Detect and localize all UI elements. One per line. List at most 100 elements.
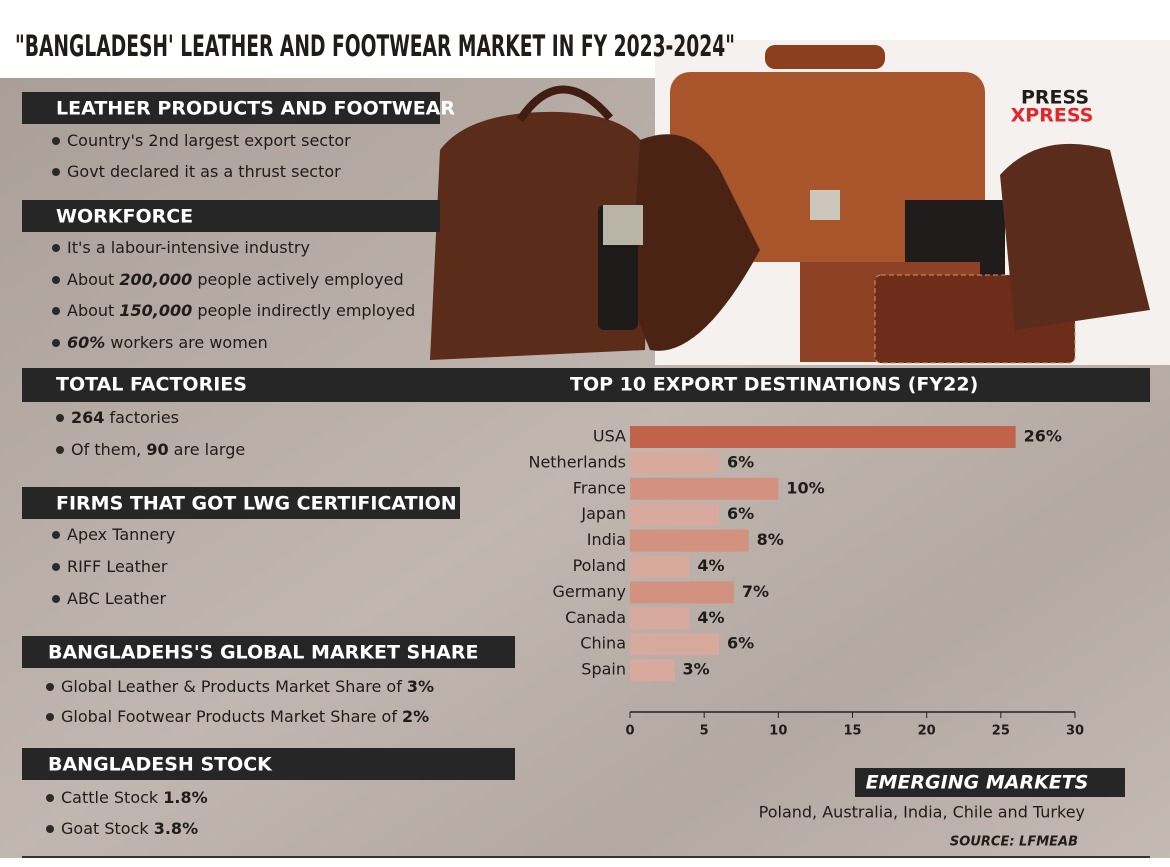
bar	[630, 581, 734, 604]
section-header-bar	[22, 748, 515, 780]
bullet-dot	[52, 595, 60, 603]
section-header-bar	[22, 200, 440, 232]
bar	[630, 555, 690, 578]
bullet-segment: 2%	[402, 707, 429, 726]
page-title: "BANGLADESH' LEATHER AND FOOTWEAR MARKET…	[15, 29, 735, 63]
bullet-segment: 90	[146, 440, 168, 459]
value-label: 6%	[727, 504, 754, 523]
section-heading: WORKFORCE	[56, 206, 193, 228]
bullet-dot	[56, 414, 64, 422]
category-label: China	[580, 634, 626, 653]
x-tick-label: 5	[700, 724, 709, 739]
value-label: 26%	[1024, 427, 1062, 446]
bullet-text: Apex Tannery	[67, 525, 175, 544]
section-header-bar	[22, 487, 460, 519]
bullet-text: 60% workers are women	[67, 333, 268, 352]
bullet-text: About 200,000 people actively employed	[67, 270, 404, 289]
bullet-segment: It's a labour-intensive industry	[67, 238, 310, 257]
value-label: 8%	[757, 530, 784, 549]
x-tick-label: 10	[769, 724, 787, 739]
bullet-segment: Cattle Stock	[61, 788, 163, 807]
bullet-text: Country's 2nd largest export sector	[67, 131, 351, 150]
value-label: 6%	[727, 634, 754, 653]
bullet-dot	[52, 531, 60, 539]
bullet-segment: 60%	[67, 333, 105, 352]
bullet-segment: Country's 2nd largest export sector	[67, 131, 351, 150]
value-label: 6%	[727, 452, 754, 471]
bullet-segment: 150,000	[119, 301, 192, 320]
bar	[630, 607, 690, 630]
bullet-segment: About	[67, 270, 119, 289]
bullet-segment: About	[67, 301, 119, 320]
bullet-segment: 3.8%	[154, 819, 198, 838]
bullet-dot	[52, 339, 60, 347]
bullet-segment: 3%	[407, 677, 434, 696]
bullet-segment: ABC Leather	[67, 589, 166, 608]
bullet-dot	[52, 168, 60, 176]
bullet-segment: factories	[104, 408, 179, 427]
bullet-segment: workers are women	[105, 333, 267, 352]
bar	[630, 503, 719, 526]
category-label: India	[587, 530, 626, 549]
emerging-text: Poland, Australia, India, Chile and Turk…	[759, 803, 1085, 822]
value-label: 4%	[697, 556, 724, 575]
x-tick-label: 25	[992, 724, 1010, 739]
bullet-dot	[52, 563, 60, 571]
bullet-segment: Govt declared it as a thrust sector	[67, 162, 341, 181]
category-label: Poland	[573, 556, 626, 575]
bullet-dot	[52, 276, 60, 284]
bullet-segment: Apex Tannery	[67, 525, 175, 544]
bullet-text: Global Footwear Products Market Share of…	[61, 707, 429, 726]
emerging-header-bar	[855, 768, 1125, 797]
bullet-dot	[52, 244, 60, 252]
bullet-dot	[46, 713, 54, 721]
logo-top: PRESS	[1021, 87, 1089, 109]
x-tick-label: 30	[1066, 724, 1084, 739]
value-label: 7%	[742, 582, 769, 601]
bullet-segment: Of them,	[71, 440, 146, 459]
x-tick-label: 20	[918, 724, 936, 739]
band-header	[22, 368, 1150, 402]
bullet-text: 264 factories	[71, 408, 179, 427]
bullet-dot	[52, 137, 60, 145]
value-label: 3%	[683, 660, 710, 679]
bullet-text: ABC Leather	[67, 589, 166, 608]
category-label: Germany	[552, 582, 626, 601]
section-heading: BANGLADEHS'S GLOBAL MARKET SHARE	[48, 642, 478, 664]
chart-title: TOP 10 EXPORT DESTINATIONS (FY22)	[570, 374, 978, 396]
bullet-segment: Global Footwear Products Market Share of	[61, 707, 402, 726]
bar	[630, 451, 719, 474]
bullet-segment: are large	[169, 440, 246, 459]
bullet-dot	[52, 307, 60, 315]
x-tick-label: 0	[625, 724, 634, 739]
bullet-segment: RIFF Leather	[67, 557, 168, 576]
product-photo	[430, 45, 1150, 364]
bullet-segment: people indirectly employed	[192, 301, 415, 320]
bullet-text: Goat Stock 3.8%	[61, 819, 198, 838]
x-tick-label: 15	[843, 724, 861, 739]
bullet-text: Cattle Stock 1.8%	[61, 788, 208, 807]
bullet-segment: 1.8%	[163, 788, 207, 807]
bullet-dot	[46, 683, 54, 691]
bullet-dot	[46, 794, 54, 802]
category-label: Spain	[581, 660, 626, 679]
category-label: France	[573, 478, 626, 497]
bullet-text: Govt declared it as a thrust sector	[67, 162, 341, 181]
bar	[630, 477, 779, 500]
source: SOURCE: LFMEAB	[950, 835, 1078, 850]
category-label: USA	[593, 427, 626, 446]
bullet-dot	[46, 825, 54, 833]
bullet-text: Global Leather & Products Market Share o…	[61, 677, 434, 696]
bullet-segment: people actively employed	[192, 270, 403, 289]
section-heading: FIRMS THAT GOT LWG CERTIFICATION	[56, 493, 457, 515]
bullet-text: RIFF Leather	[67, 557, 168, 576]
bullet-text: About 150,000 people indirectly employed	[67, 301, 415, 320]
value-label: 4%	[697, 608, 724, 627]
bullet-segment: 264	[71, 408, 104, 427]
section-header-bar	[22, 92, 440, 124]
bar	[630, 426, 1016, 448]
value-label: 10%	[786, 478, 824, 497]
emerging-heading: EMERGING MARKETS	[866, 772, 1089, 794]
bar	[630, 659, 675, 682]
